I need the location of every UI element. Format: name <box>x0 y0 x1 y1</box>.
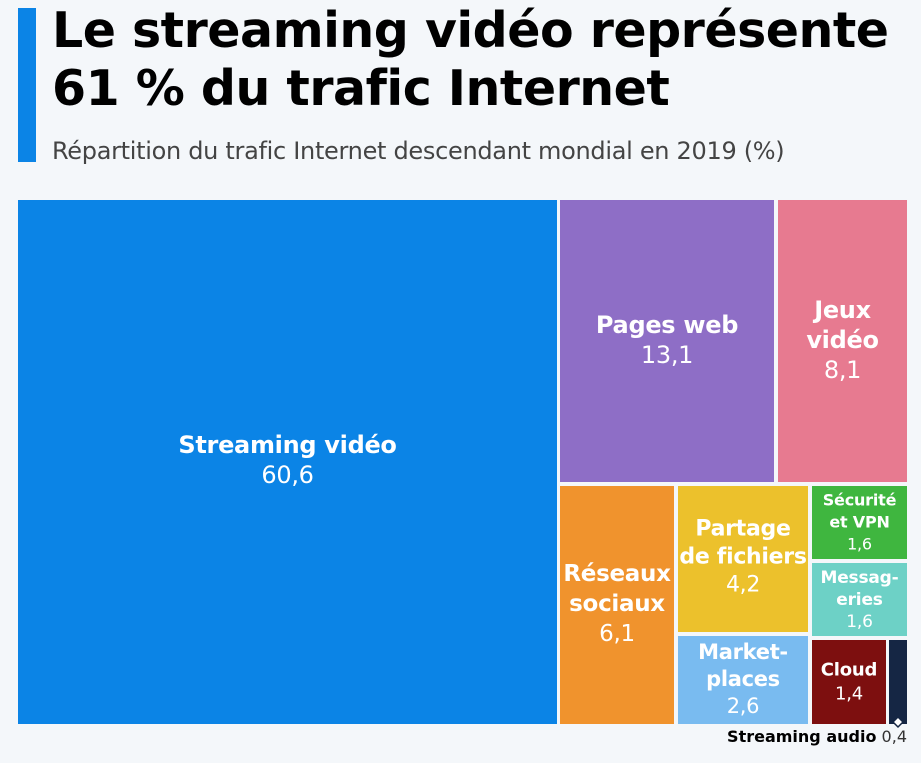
treemap-value-jeux-video: 8,1 <box>824 356 861 384</box>
treemap-rect-reseaux-sociaux <box>560 486 674 724</box>
treemap-value-reseaux-sociaux: 6,1 <box>599 621 635 647</box>
treemap-label-partage-de-fichiers-line-1: Partage <box>695 517 790 542</box>
treemap-rect-securite-et-vpn <box>812 486 907 559</box>
streaming-audio-marker <box>891 715 905 729</box>
treemap-rect-market-places <box>678 636 808 724</box>
treemap-label-market-places-line-2: places <box>706 667 780 691</box>
title-accent-bar <box>18 8 36 162</box>
treemap-cell-market-places: Market-places 2,6 <box>678 636 808 724</box>
treemap-cell-cloud: Cloud 1,4 <box>812 640 886 724</box>
treemap-label-reseaux-sociaux-line-2: sociaux <box>569 591 665 617</box>
treemap-value-streaming-video: 60,6 <box>261 461 313 489</box>
treemap-value-pages-web: 13,1 <box>641 341 693 369</box>
treemap-label-reseaux-sociaux-line-1: Réseaux <box>563 561 671 587</box>
treemap-rect-partage-de-fichiers <box>678 486 808 632</box>
treemap-label-pages-web: Pages web <box>596 311 738 339</box>
treemap-label-securite-et-vpn-line-2: et VPN <box>829 513 889 532</box>
treemap-value-partage-de-fichiers: 4,2 <box>726 573 760 598</box>
streaming-audio-footnote-value: 0,4 <box>881 727 907 746</box>
streaming-audio-footnote: Streaming audio 0,4 <box>727 727 907 747</box>
treemap-rect-streaming-video <box>18 200 557 724</box>
treemap-label-jeux-video-line-1: Jeux <box>812 296 871 324</box>
treemap-rect-jeux-video <box>778 200 907 482</box>
treemap-cell-partage-de-fichiers: Partage de fichiers 4,2 <box>678 486 808 632</box>
streaming-audio-footnote-label: Streaming audio <box>727 727 877 746</box>
treemap-cell-streaming-audio <box>889 640 907 729</box>
treemap-label-partage-de-fichiers-line-2: de fichiers <box>679 545 806 570</box>
treemap-rect-cloud <box>812 640 886 724</box>
treemap-value-market-places: 2,6 <box>727 694 760 718</box>
treemap-label-streaming-video: Streaming vidéo <box>178 431 396 459</box>
treemap-label-market-places-line-1: Market- <box>698 640 788 664</box>
treemap-cell-securite-et-vpn: Sécurité et VPN 1,6 <box>812 486 907 559</box>
treemap-label-securite-et-vpn-line-1: Sécurité <box>823 491 897 510</box>
treemap-label-cloud: Cloud <box>821 660 877 681</box>
treemap-cell-reseaux-sociaux: Réseaux sociaux 6,1 <box>560 486 674 724</box>
chart-subtitle: Répartition du trafic Internet descendan… <box>52 137 785 165</box>
treemap-rect-streaming-audio <box>889 640 907 724</box>
treemap-value-securite-et-vpn: 1,6 <box>847 535 872 554</box>
treemap-value-cloud: 1,4 <box>835 684 863 705</box>
treemap-label-messageries-line-2: eries <box>836 590 882 610</box>
treemap-label-messageries-line-1: Messag- <box>821 568 899 588</box>
treemap-label-jeux-video-line-2: vidéo <box>806 326 878 354</box>
treemap-rect-pages-web <box>560 200 774 482</box>
treemap-rect-messageries <box>812 563 907 636</box>
chart-title: Le streaming vidéo représente 61 % du tr… <box>52 2 889 117</box>
treemap-value-messageries: 1,6 <box>846 612 872 632</box>
